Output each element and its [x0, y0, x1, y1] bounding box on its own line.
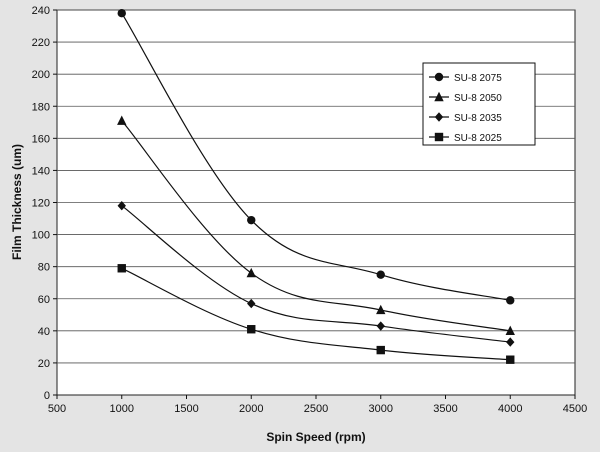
data-point: [117, 264, 126, 273]
legend-label: SU-8 2035: [454, 113, 502, 124]
x-tick-label: 4000: [498, 403, 522, 415]
data-point: [117, 201, 126, 211]
y-tick-label: 140: [32, 165, 50, 177]
legend: SU-8 2075 SU-8 2050 SU-8 2035 SU-8 2025: [422, 62, 536, 146]
series-line: [121, 267, 511, 361]
legend-marker: [434, 112, 444, 122]
data-point: [376, 304, 386, 315]
data-point: [376, 270, 385, 279]
data-point: [247, 325, 256, 334]
legend-marker: [434, 91, 444, 102]
series-group: [117, 9, 515, 364]
x-tick-label: 1000: [110, 403, 134, 415]
data-point: [247, 215, 256, 225]
data-point: [376, 321, 385, 331]
x-tick-label: 2000: [239, 403, 263, 415]
y-tick-label: 0: [44, 390, 50, 402]
x-tick-label: 3000: [369, 403, 393, 415]
series-line: [121, 120, 511, 332]
y-axis-title: Film Thickness (um): [10, 144, 24, 260]
y-tick-label: 20: [38, 358, 50, 370]
legend-label: SU-8 2075: [454, 73, 502, 84]
y-tick-label: 100: [32, 230, 50, 242]
y-tick-label: 180: [32, 101, 50, 113]
x-tick-label: 4500: [563, 403, 587, 415]
y-tick-label: 160: [32, 133, 50, 145]
legend-marker: [434, 72, 444, 82]
gridlines: [53, 9, 576, 399]
x-tick-labels: 500 1000 1500 2000 2500 3000 3500 4000 4500: [48, 403, 587, 415]
data-point: [247, 298, 256, 309]
x-tick-label: 1500: [174, 403, 198, 415]
y-tick-label: 220: [32, 37, 50, 49]
data-point: [117, 9, 126, 18]
x-tick-label: 2500: [304, 403, 328, 415]
legend-label: SU-8 2050: [454, 93, 502, 104]
y-tick-label: 120: [32, 198, 50, 210]
series-line: [121, 12, 511, 301]
x-axis-title: Spin Speed (rpm): [266, 430, 365, 444]
data-point: [246, 267, 256, 278]
data-point: [505, 325, 515, 336]
y-tick-label: 60: [38, 294, 50, 306]
y-tick-label: 200: [32, 69, 50, 81]
data-point: [117, 115, 127, 125]
series-line: [121, 205, 511, 343]
y-tick-label: 240: [32, 5, 50, 17]
y-tick-labels: 0 20 40 60 80 100 120 140 160 180 200 220 240: [32, 5, 50, 402]
x-tick-label: 3500: [433, 403, 457, 415]
y-tick-label: 40: [38, 326, 50, 338]
y-tick-label: 80: [38, 262, 50, 274]
legend-label: SU-8 2025: [454, 133, 502, 144]
data-point: [506, 355, 515, 364]
legend-marker: [434, 132, 444, 142]
x-tick-label: 500: [48, 403, 66, 415]
data-point: [376, 345, 385, 355]
data-point: [506, 296, 515, 305]
data-point: [506, 337, 515, 347]
